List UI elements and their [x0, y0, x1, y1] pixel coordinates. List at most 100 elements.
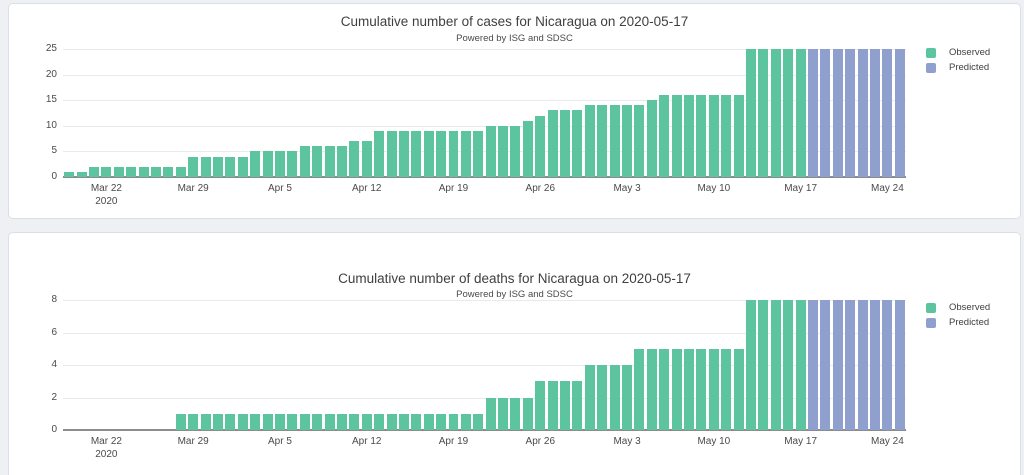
observed-bar[interactable]: [634, 105, 645, 177]
observed-bar[interactable]: [485, 125, 496, 177]
predicted-bar[interactable]: [820, 49, 831, 177]
observed-bar[interactable]: [609, 365, 620, 430]
observed-bar[interactable]: [361, 413, 372, 430]
observed-bar[interactable]: [200, 413, 211, 430]
observed-bar[interactable]: [535, 381, 546, 430]
observed-bar[interactable]: [287, 413, 298, 430]
observed-bar[interactable]: [262, 413, 273, 430]
observed-bar[interactable]: [770, 49, 781, 177]
observed-bar[interactable]: [684, 348, 695, 430]
observed-bar[interactable]: [436, 413, 447, 430]
observed-bar[interactable]: [237, 156, 248, 177]
observed-bar[interactable]: [150, 166, 161, 177]
observed-bar[interactable]: [225, 413, 236, 430]
observed-bar[interactable]: [250, 413, 261, 430]
observed-bar[interactable]: [510, 397, 521, 430]
observed-bar[interactable]: [634, 348, 645, 430]
observed-bar[interactable]: [386, 413, 397, 430]
observed-bar[interactable]: [659, 95, 670, 177]
predicted-bar[interactable]: [870, 49, 880, 177]
observed-bar[interactable]: [522, 120, 533, 177]
observed-bar[interactable]: [498, 125, 509, 177]
observed-bar[interactable]: [770, 300, 781, 430]
observed-bar[interactable]: [336, 146, 347, 177]
observed-bar[interactable]: [374, 130, 385, 177]
observed-bar[interactable]: [448, 413, 459, 430]
predicted-bar[interactable]: [832, 300, 843, 430]
predicted-bar[interactable]: [894, 49, 905, 177]
observed-bar[interactable]: [721, 348, 732, 430]
legend-item-observed[interactable]: Observed: [926, 45, 990, 60]
legend-item-observed[interactable]: Observed: [926, 300, 990, 315]
observed-bar[interactable]: [795, 300, 806, 430]
legend-item-predicted[interactable]: Predicted: [926, 60, 990, 75]
observed-bar[interactable]: [696, 95, 707, 177]
observed-bar[interactable]: [299, 413, 310, 430]
observed-bar[interactable]: [448, 130, 459, 177]
observed-bar[interactable]: [460, 413, 471, 430]
observed-bar[interactable]: [696, 348, 707, 430]
observed-bar[interactable]: [721, 95, 732, 177]
observed-bar[interactable]: [398, 130, 409, 177]
predicted-bar[interactable]: [845, 49, 856, 177]
observed-bar[interactable]: [274, 151, 285, 177]
observed-bar[interactable]: [473, 413, 484, 430]
observed-bar[interactable]: [473, 130, 484, 177]
observed-bar[interactable]: [361, 141, 372, 177]
observed-bar[interactable]: [783, 49, 794, 177]
observed-bar[interactable]: [336, 413, 347, 430]
observed-bar[interactable]: [572, 110, 583, 177]
observed-bar[interactable]: [299, 146, 310, 177]
observed-bar[interactable]: [138, 166, 149, 177]
observed-bar[interactable]: [88, 166, 99, 177]
observed-bar[interactable]: [225, 156, 236, 177]
observed-bar[interactable]: [386, 130, 397, 177]
observed-bar[interactable]: [398, 413, 409, 430]
observed-bar[interactable]: [250, 151, 261, 177]
observed-bar[interactable]: [622, 105, 633, 177]
observed-bar[interactable]: [411, 130, 422, 177]
observed-bar[interactable]: [436, 130, 447, 177]
predicted-bar[interactable]: [857, 300, 868, 430]
legend-item-predicted[interactable]: Predicted: [926, 315, 990, 330]
observed-bar[interactable]: [795, 49, 806, 177]
predicted-bar[interactable]: [832, 49, 843, 177]
observed-bar[interactable]: [262, 151, 273, 177]
observed-bar[interactable]: [547, 110, 558, 177]
observed-bar[interactable]: [498, 397, 509, 430]
observed-bar[interactable]: [597, 105, 608, 177]
observed-bar[interactable]: [758, 300, 769, 430]
observed-bar[interactable]: [584, 365, 595, 430]
predicted-bar[interactable]: [882, 49, 893, 177]
observed-bar[interactable]: [597, 365, 608, 430]
observed-bar[interactable]: [324, 146, 335, 177]
observed-bar[interactable]: [349, 141, 360, 177]
observed-bar[interactable]: [163, 166, 174, 177]
observed-bar[interactable]: [671, 95, 682, 177]
observed-bar[interactable]: [113, 166, 124, 177]
observed-bar[interactable]: [411, 413, 422, 430]
observed-bar[interactable]: [746, 49, 757, 177]
observed-bar[interactable]: [324, 413, 335, 430]
observed-bar[interactable]: [287, 151, 298, 177]
observed-bar[interactable]: [783, 300, 794, 430]
observed-bar[interactable]: [212, 156, 223, 177]
observed-bar[interactable]: [237, 413, 248, 430]
observed-bar[interactable]: [188, 156, 199, 177]
observed-bar[interactable]: [64, 171, 75, 177]
predicted-bar[interactable]: [870, 300, 880, 430]
observed-bar[interactable]: [423, 130, 434, 177]
observed-bar[interactable]: [274, 413, 285, 430]
observed-bar[interactable]: [76, 171, 87, 177]
observed-bar[interactable]: [547, 381, 558, 430]
observed-bar[interactable]: [535, 115, 546, 177]
observed-bar[interactable]: [175, 166, 186, 177]
observed-bar[interactable]: [646, 348, 657, 430]
observed-bar[interactable]: [374, 413, 385, 430]
predicted-bar[interactable]: [808, 300, 818, 430]
observed-bar[interactable]: [312, 413, 323, 430]
observed-bar[interactable]: [522, 397, 533, 430]
observed-bar[interactable]: [646, 100, 657, 177]
observed-bar[interactable]: [212, 413, 223, 430]
observed-bar[interactable]: [560, 381, 571, 430]
